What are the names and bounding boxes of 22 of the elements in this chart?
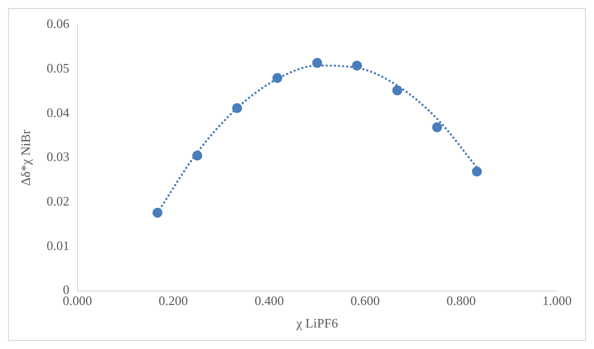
- point: [392, 85, 402, 96]
- x-tick-label: 0.400: [254, 293, 284, 308]
- x-tick-label: 0.800: [446, 293, 476, 308]
- y-tick-label: 0.03: [46, 149, 70, 164]
- x-tick-label: 0.200: [158, 293, 188, 308]
- y-tick-label: 0.05: [46, 60, 70, 76]
- point: [232, 103, 242, 114]
- y-tick-label: 0.06: [46, 16, 70, 32]
- x-tick-label: 1.000: [542, 293, 572, 308]
- x-axis-title: χ LiPF6: [295, 316, 338, 331]
- x-tick-label: 0.600: [350, 293, 380, 308]
- point: [472, 166, 482, 177]
- point: [312, 58, 322, 68]
- point: [272, 73, 282, 83]
- point: [432, 122, 442, 132]
- y-tick-label: 0.01: [46, 238, 70, 253]
- y-tick-label: 0.04: [46, 104, 70, 120]
- point: [152, 208, 162, 218]
- y-axis-title: Δδ*χ NiBr: [18, 129, 34, 186]
- y-tick-label: 0.02: [46, 194, 70, 209]
- point: [192, 150, 202, 161]
- point: [352, 60, 362, 71]
